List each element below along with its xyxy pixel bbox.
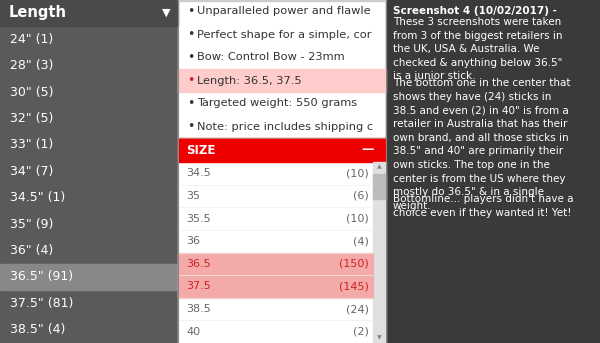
- Text: The bottom one in the center that
shows they have (24) sticks in
38.5 and even (: The bottom one in the center that shows …: [393, 79, 571, 211]
- Text: (6): (6): [353, 191, 369, 201]
- Text: SIZE: SIZE: [186, 143, 215, 156]
- Text: 36: 36: [186, 236, 200, 246]
- Text: 24" (1): 24" (1): [10, 33, 53, 46]
- Text: (150): (150): [339, 259, 369, 269]
- Text: Bow: Control Bow - 23mm: Bow: Control Bow - 23mm: [197, 52, 344, 62]
- Bar: [373, 162, 386, 343]
- Text: 36.5" (91): 36.5" (91): [10, 271, 73, 283]
- Text: 32" (5): 32" (5): [10, 112, 53, 125]
- Text: (2): (2): [353, 327, 369, 337]
- Text: 34" (7): 34" (7): [10, 165, 53, 178]
- Text: 38.5: 38.5: [186, 304, 211, 314]
- Text: (24): (24): [346, 304, 369, 314]
- Text: (10): (10): [346, 214, 369, 224]
- Bar: [373, 174, 386, 199]
- Bar: [178, 138, 386, 343]
- Text: 34.5: 34.5: [186, 168, 211, 178]
- Text: 35" (9): 35" (9): [10, 217, 53, 230]
- Text: Length: 36.5, 37.5: Length: 36.5, 37.5: [197, 75, 302, 85]
- Text: 30" (5): 30" (5): [10, 85, 53, 98]
- Bar: [178, 0, 386, 1]
- Bar: [178, 138, 386, 162]
- Text: (10): (10): [346, 168, 369, 178]
- Bar: [0, 264, 178, 290]
- Text: (145): (145): [339, 282, 369, 292]
- Text: 28" (3): 28" (3): [10, 59, 53, 72]
- Text: ▲: ▲: [377, 165, 382, 169]
- Text: 33" (1): 33" (1): [10, 138, 53, 151]
- Bar: [178, 69, 386, 92]
- Text: 34.5" (1): 34.5" (1): [10, 191, 65, 204]
- Text: Unparalleled power and flawle: Unparalleled power and flawle: [197, 7, 371, 16]
- Text: Length: Length: [9, 5, 67, 21]
- Text: 36" (4): 36" (4): [10, 244, 53, 257]
- Text: —: —: [362, 143, 374, 156]
- Text: 37.5" (81): 37.5" (81): [10, 297, 73, 310]
- Text: Bottomline... players didn't have a
choice even if they wanted it! Yet!: Bottomline... players didn't have a choi…: [393, 194, 574, 218]
- Text: 35: 35: [186, 191, 200, 201]
- Text: Targeted weight: 550 grams: Targeted weight: 550 grams: [197, 98, 357, 108]
- Text: (4): (4): [353, 236, 369, 246]
- Text: •: •: [187, 51, 194, 64]
- Text: 35.5: 35.5: [186, 214, 211, 224]
- Text: 40: 40: [186, 327, 200, 337]
- Text: Note: price includes shipping c: Note: price includes shipping c: [197, 121, 373, 131]
- Text: •: •: [187, 28, 194, 41]
- Text: ▼: ▼: [377, 335, 382, 341]
- Text: •: •: [187, 74, 194, 87]
- Text: Perfect shape for a simple, cor: Perfect shape for a simple, cor: [197, 29, 371, 39]
- Bar: [0, 0, 178, 343]
- Bar: [178, 0, 386, 138]
- Text: ▼: ▼: [162, 8, 170, 18]
- Text: •: •: [187, 5, 194, 18]
- Text: •: •: [187, 97, 194, 110]
- Bar: [178, 275, 373, 298]
- Text: 38.5" (4): 38.5" (4): [10, 323, 65, 336]
- Bar: [0, 0, 178, 26]
- Text: These 3 screenshots were taken
from 3 of the biggest retailers in
the UK, USA & : These 3 screenshots were taken from 3 of…: [393, 17, 563, 81]
- Text: •: •: [187, 120, 194, 133]
- Bar: [386, 0, 600, 343]
- Text: Screenshot 4 (10/02/2017) -: Screenshot 4 (10/02/2017) -: [393, 6, 557, 16]
- Bar: [178, 252, 373, 275]
- Text: 37.5: 37.5: [186, 282, 211, 292]
- Text: 36.5: 36.5: [186, 259, 211, 269]
